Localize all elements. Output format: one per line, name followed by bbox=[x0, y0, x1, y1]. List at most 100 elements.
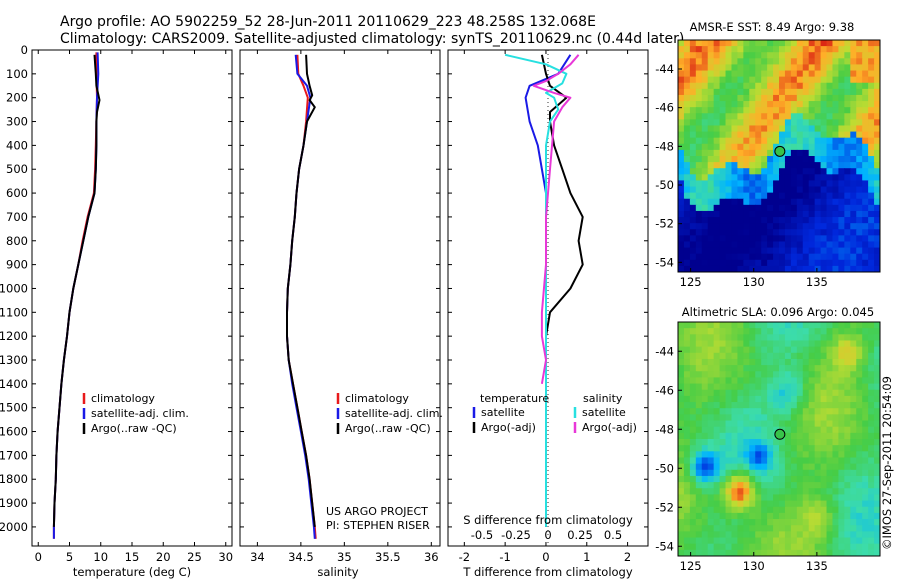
sla-heatmap-cell bbox=[790, 432, 798, 440]
sst-heatmap-cell bbox=[719, 82, 727, 90]
sst-heatmap-cell bbox=[731, 204, 739, 212]
sst-heatmap-cell bbox=[832, 82, 840, 90]
sla-heatmap-cell bbox=[689, 432, 697, 440]
sla-heatmap-cell bbox=[826, 494, 834, 502]
sla-heatmap-cell bbox=[701, 414, 709, 422]
sla-heatmap-cell bbox=[838, 414, 845, 422]
sla-heatmap-cell bbox=[850, 420, 857, 428]
s-difference-tick-label: 0 bbox=[544, 528, 551, 542]
sst-heatmap-cell bbox=[695, 235, 703, 243]
sst-heatmap-cell bbox=[796, 156, 804, 163]
sst-heatmap-cell bbox=[796, 58, 804, 66]
sla-heatmap-cell bbox=[683, 457, 691, 465]
sst-heatmap-cell bbox=[773, 82, 780, 90]
sla-heatmap-cell bbox=[731, 457, 739, 465]
sst-heatmap-cell bbox=[695, 192, 703, 200]
sst-heatmap-cell bbox=[773, 76, 780, 84]
sla-heatmap-cell bbox=[874, 537, 880, 545]
sla-heatmap-cell bbox=[731, 371, 739, 379]
sla-heatmap-cell bbox=[749, 445, 756, 452]
sst-heatmap-cell bbox=[790, 180, 798, 188]
sst-heatmap-cell bbox=[737, 223, 744, 230]
sst-heatmap-cell bbox=[725, 210, 733, 218]
sst-heatmap-cell bbox=[767, 40, 774, 47]
sla-heatmap-cell bbox=[844, 389, 851, 397]
sst-heatmap-cell bbox=[737, 143, 744, 151]
t-difference-axis: -2 -1 0 1 2 bbox=[459, 50, 631, 564]
sst-heatmap-cell bbox=[862, 247, 869, 255]
sst-heatmap-cell bbox=[678, 162, 685, 169]
sla-heatmap-cell bbox=[820, 525, 828, 532]
sst-heatmap-cell bbox=[838, 162, 845, 169]
sst-heatmap-cell bbox=[713, 217, 721, 224]
sla-heatmap-cell bbox=[802, 488, 810, 496]
sla-heatmap-cell bbox=[832, 488, 840, 496]
sla-heatmap-cell bbox=[719, 525, 727, 532]
sla-heatmap-cell bbox=[844, 432, 851, 440]
sst-heatmap-cell bbox=[761, 198, 768, 206]
sst-heatmap-cell bbox=[773, 253, 780, 261]
sst-heatmap-cell bbox=[808, 198, 816, 206]
sst-heatmap-cell bbox=[820, 125, 828, 133]
sst-heatmap-cell bbox=[814, 156, 822, 163]
sla-heatmap-cell bbox=[784, 371, 792, 379]
sla-heatmap-cell bbox=[678, 346, 685, 354]
sla-heatmap-cell bbox=[695, 328, 703, 335]
sla-heatmap-cell bbox=[856, 463, 863, 471]
sst-heatmap-cell bbox=[761, 101, 768, 108]
sla-heatmap-cell bbox=[713, 525, 721, 532]
sla-heatmap-cell bbox=[856, 328, 863, 335]
sst-heatmap-cell bbox=[749, 174, 756, 182]
sst-heatmap-cell bbox=[784, 143, 792, 151]
sst-heatmap-cell bbox=[784, 235, 792, 243]
sst-heatmap-cell bbox=[689, 52, 697, 59]
sst-heatmap-cell bbox=[695, 52, 703, 59]
sla-heatmap-cell bbox=[678, 445, 685, 452]
difference-salinity_satellite-line bbox=[504, 53, 568, 527]
sla-heatmap-cell bbox=[850, 519, 857, 526]
sla-heatmap-cell bbox=[874, 445, 880, 452]
sst-heatmap-cell bbox=[874, 223, 880, 230]
sst-heatmap-cell bbox=[737, 247, 744, 255]
sla-heatmap-cell bbox=[761, 451, 768, 459]
sst-heatmap-cell bbox=[743, 192, 750, 200]
sst-heatmap-cell bbox=[713, 46, 721, 53]
sla-heatmap-cell bbox=[874, 549, 880, 556]
sla-heatmap-cell bbox=[719, 371, 727, 379]
sst-heatmap-cell bbox=[713, 168, 721, 175]
sla-heatmap-cell bbox=[790, 408, 798, 415]
sla-lat-tick-label: -44 bbox=[655, 344, 674, 358]
sla-heatmap-cell bbox=[743, 531, 750, 539]
sst-heatmap-cell bbox=[826, 125, 834, 133]
sla-heatmap-cell bbox=[719, 395, 727, 403]
sst-heatmap-cell bbox=[820, 180, 828, 188]
sla-heatmap-cell bbox=[856, 512, 863, 520]
sla-heatmap-cell bbox=[808, 346, 816, 354]
sla-heatmap-cell bbox=[689, 543, 697, 551]
sla-heatmap-cell bbox=[838, 358, 845, 366]
sla-heatmap-cell bbox=[820, 549, 828, 556]
sla-heatmap-cell bbox=[701, 543, 709, 551]
sla-heatmap-cell bbox=[689, 494, 697, 502]
sst-heatmap-cell bbox=[755, 58, 762, 66]
sst-heatmap-cell bbox=[790, 241, 798, 249]
sla-heatmap-cell bbox=[808, 322, 816, 329]
sla-heatmap-cell bbox=[737, 383, 744, 391]
pi-annotation: PI: STEPHEN RISER bbox=[326, 519, 430, 532]
salinity-axis-label: salinity bbox=[317, 565, 358, 579]
sst-heatmap-cell bbox=[826, 82, 834, 90]
sla-heatmap-cell bbox=[814, 340, 822, 348]
sst-heatmap-cell bbox=[755, 46, 762, 53]
sst-heatmap-cell bbox=[790, 192, 798, 200]
sst-heatmap-cell bbox=[725, 46, 733, 53]
sst-heatmap-cell bbox=[862, 265, 869, 272]
sla-heatmap-cell bbox=[808, 463, 816, 471]
sla-heatmap-cell bbox=[832, 432, 840, 440]
sla-heatmap-cell bbox=[838, 371, 845, 379]
sst-heatmap-cell bbox=[761, 192, 768, 200]
sst-heatmap-cell bbox=[779, 265, 786, 272]
sla-heatmap-cell bbox=[826, 328, 834, 335]
sla-heatmap-cell bbox=[773, 500, 780, 508]
sla-heatmap-cell bbox=[701, 525, 709, 532]
sla-heatmap-cell bbox=[701, 549, 709, 556]
